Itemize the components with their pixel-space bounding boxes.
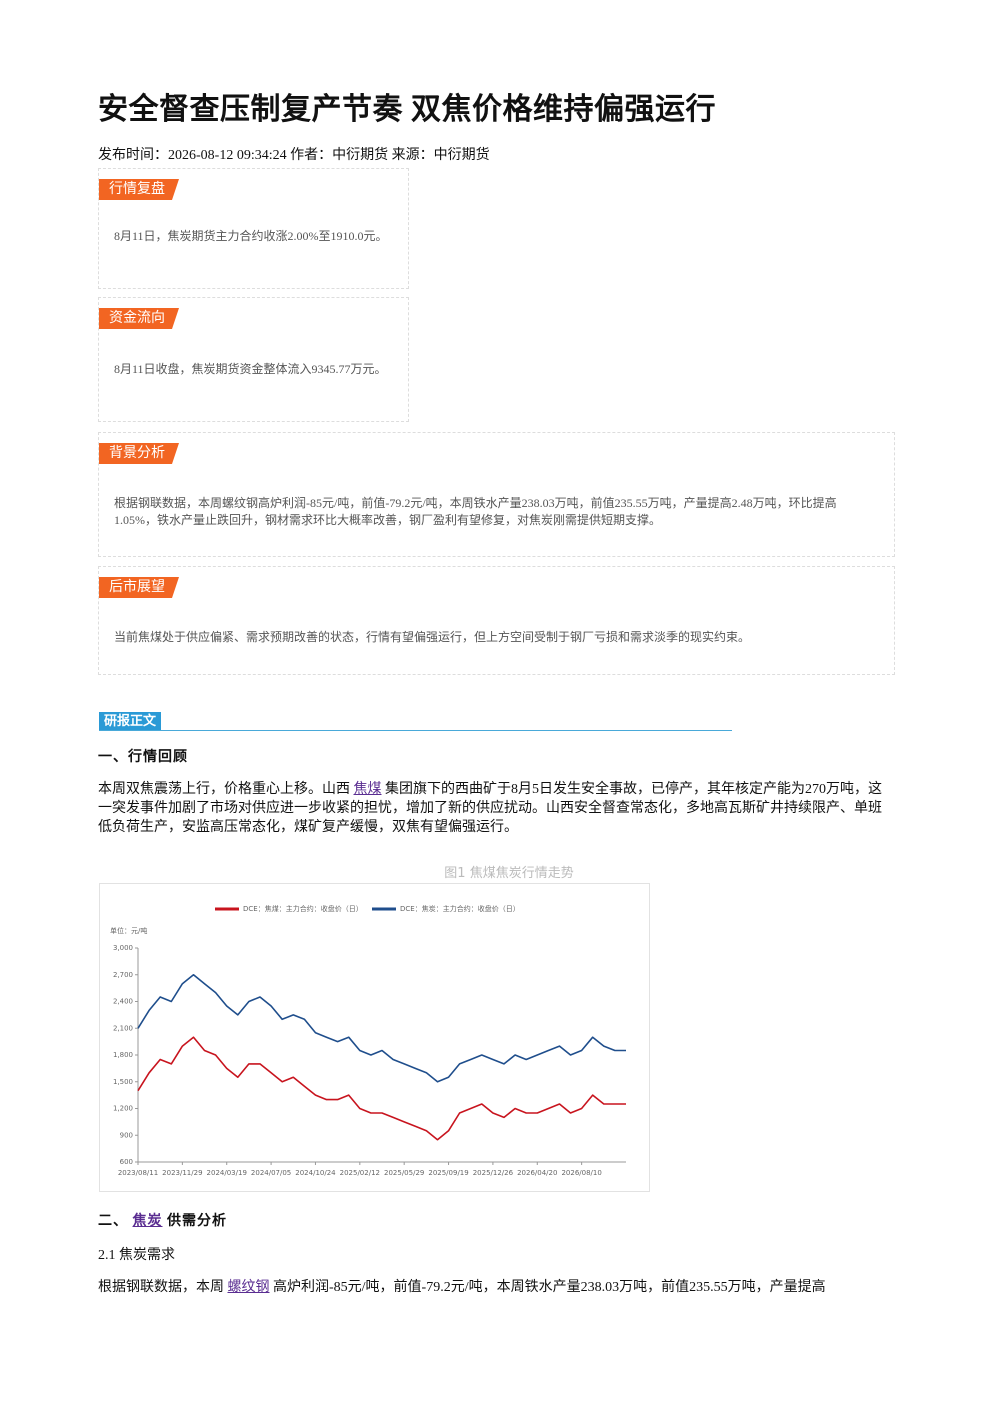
x-tick-label: 2026/04/20	[517, 1169, 557, 1177]
section-heading: 二、 焦炭 供需分析	[98, 1210, 227, 1230]
x-tick-label: 2025/05/29	[384, 1169, 424, 1177]
series-line	[137, 974, 626, 1083]
link[interactable]: 焦炭	[132, 1214, 163, 1229]
chart: 单位：元/吨 DCE：焦煤：主力合约：收盘价（日） DCE：焦炭：主力合约：收盘价（…	[99, 883, 650, 1192]
box: 背景分析 根据钢联数据，本周螺纹钢高炉利润-85元/吨，前值-79.2元/吨，本…	[98, 432, 895, 557]
unit: 单位：元/吨	[110, 926, 147, 935]
paragraph: 根据钢联数据，本周 螺纹钢 高炉利润-85元/吨，前值-79.2元/吨，本周铁水…	[98, 1278, 888, 1297]
y-tick-label: 2,400	[113, 998, 133, 1006]
series-line	[137, 1036, 626, 1141]
x-tick-label: 2025/12/26	[473, 1169, 514, 1177]
box-text: 8月11日，焦炭期货主力合约收涨2.00%至1910.0元。	[114, 229, 388, 243]
x-tick-label: 2026/08/10	[561, 1169, 601, 1177]
paragraph: 本周双焦震荡上行，价格重心上移。山西 焦煤 集团旗下的西曲矿于8月5日发生安全事…	[98, 780, 888, 837]
text: 根据钢联数据，本周	[98, 1280, 228, 1295]
x-tick-label: 2024/07/05	[251, 1169, 291, 1177]
subheading: 2.1 焦炭需求	[98, 1248, 175, 1263]
figure-caption: 图1 焦煤焦炭行情走势	[444, 866, 574, 881]
link[interactable]: 焦煤	[353, 782, 382, 797]
box: 后市展望 当前焦煤处于供应偏紧、需求预期改善的状态，行情有望偏强运行，但上方空间…	[98, 566, 895, 675]
text: 供需分析	[162, 1214, 227, 1229]
y-tick-label: 1,500	[113, 1078, 133, 1086]
y-tick-label: 2,700	[113, 971, 133, 979]
y-tick-label: 1,200	[113, 1105, 133, 1113]
box-text: 根据钢联数据，本周螺纹钢高炉利润-85元/吨，前值-79.2元/吨，本周铁水产量…	[114, 496, 837, 527]
section-heading: 一、行情回顾	[98, 750, 188, 765]
text: 高炉利润-85元/吨，前值-79.2元/吨，本周铁水产量238.03万吨，前值2…	[269, 1280, 826, 1295]
legend-label: DCE：焦炭：主力合约：收盘价（日）	[400, 904, 520, 913]
tag: 资金流向	[99, 308, 179, 329]
text: 本周双焦震荡上行，价格重心上移。山西	[98, 782, 354, 797]
title: 安全督查压制复产节奏 双焦价格维持偏强运行	[98, 93, 716, 126]
box: 行情复盘 8月11日，焦炭期货主力合约收涨2.00%至1910.0元。	[98, 168, 409, 289]
x-tick-label: 2025/09/19	[428, 1169, 468, 1177]
meta: 发布时间：2026-08-12 09:34:24 作者：中衍期货 来源：中衍期货	[98, 148, 490, 163]
tag: 行情复盘	[99, 179, 179, 200]
x-tick-label: 2025/02/12	[340, 1169, 380, 1177]
banner: 研报正文	[99, 712, 732, 731]
x-tick-label: 2023/08/11	[118, 1169, 158, 1177]
tag: 背景分析	[99, 443, 179, 464]
y-tick-label: 3,000	[113, 944, 133, 952]
text: 二、	[98, 1214, 133, 1229]
x-tick-label: 2023/11/29	[162, 1169, 202, 1177]
y-tick-label: 1,800	[113, 1051, 133, 1059]
banner-label: 研报正文	[99, 712, 162, 730]
y-tick-label: 900	[120, 1131, 133, 1139]
y-tick-label: 600	[120, 1158, 133, 1166]
x-tick-label: 2024/03/19	[207, 1169, 247, 1177]
box: 资金流向 8月11日收盘，焦炭期货资金整体流入9345.77万元。	[98, 297, 409, 422]
link[interactable]: 螺纹钢	[227, 1280, 270, 1295]
tag: 后市展望	[99, 577, 179, 598]
box-text: 当前焦煤处于供应偏紧、需求预期改善的状态，行情有望偏强运行，但上方空间受制于钢厂…	[114, 630, 751, 644]
legend-label: DCE：焦煤：主力合约：收盘价（日）	[243, 904, 363, 913]
text: 集团旗下的西曲矿于8月5日发生安全事故，已停产，其年核定产能为270万吨，这一突…	[98, 782, 882, 835]
box-text: 8月11日收盘，焦炭期货资金整体流入9345.77万元。	[114, 362, 387, 376]
y-tick-label: 2,100	[113, 1024, 133, 1032]
x-tick-label: 2024/10/24	[295, 1169, 336, 1177]
